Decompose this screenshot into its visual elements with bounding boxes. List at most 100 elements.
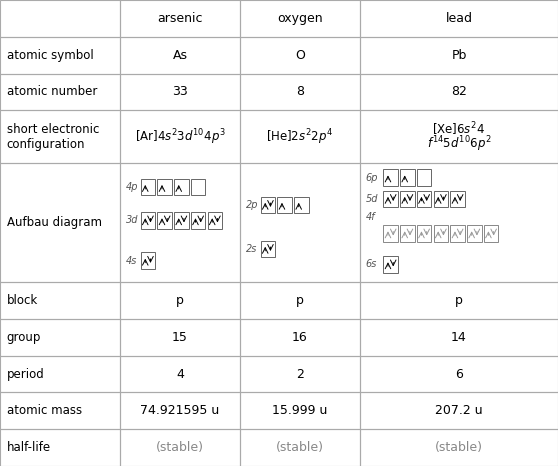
Text: 4p: 4p [126, 182, 138, 192]
Bar [240, 163, 360, 282]
Bar [240, 37, 360, 74]
Bar [157, 178, 172, 195]
Bar [240, 319, 360, 356]
Bar [484, 225, 498, 242]
Text: $\mathrm{[He]2}s^{2}2p^{4}$: $\mathrm{[He]2}s^{2}2p^{4}$ [267, 127, 333, 147]
Bar [360, 356, 558, 392]
Bar [450, 191, 465, 207]
Bar [208, 212, 222, 229]
Bar [120, 110, 240, 163]
Text: 2: 2 [296, 368, 304, 381]
Bar [360, 163, 558, 282]
Bar [360, 0, 558, 37]
Bar [141, 178, 155, 195]
Text: 6p: 6p [365, 172, 378, 183]
Bar [434, 225, 448, 242]
Text: 2p: 2p [246, 200, 258, 210]
Text: 4s: 4s [126, 256, 137, 266]
Bar [0, 0, 120, 37]
Bar [157, 212, 172, 229]
Bar [0, 110, 120, 163]
Bar [0, 392, 120, 429]
Bar [360, 429, 558, 466]
Text: 15.999 u: 15.999 u [272, 404, 328, 418]
Text: 4f: 4f [365, 212, 375, 222]
Text: 16: 16 [292, 331, 308, 344]
Bar [0, 37, 120, 74]
Bar [191, 178, 205, 195]
Bar [0, 74, 120, 110]
Bar [174, 178, 189, 195]
Bar [240, 0, 360, 37]
Text: Aufbau diagram: Aufbau diagram [7, 216, 102, 229]
Bar [240, 74, 360, 110]
Text: 8: 8 [296, 85, 304, 98]
Bar [120, 392, 240, 429]
Text: 4: 4 [176, 368, 184, 381]
Text: p: p [176, 294, 184, 307]
Bar [360, 110, 558, 163]
Text: p: p [296, 294, 304, 307]
Bar [360, 282, 558, 319]
Bar [450, 225, 465, 242]
Text: As: As [172, 48, 187, 62]
Bar [261, 240, 275, 257]
Bar [120, 163, 240, 282]
Bar [141, 212, 155, 229]
Bar [400, 169, 415, 186]
Text: atomic symbol: atomic symbol [7, 48, 93, 62]
Text: atomic number: atomic number [7, 85, 97, 98]
Bar [120, 282, 240, 319]
Bar [417, 191, 431, 207]
Bar [383, 191, 398, 207]
Bar [383, 256, 398, 273]
Text: 5d: 5d [365, 194, 378, 204]
Bar [400, 225, 415, 242]
Bar [0, 319, 120, 356]
Bar [120, 0, 240, 37]
Bar [277, 197, 292, 213]
Text: group: group [7, 331, 41, 344]
Text: 6s: 6s [365, 260, 377, 269]
Text: 14: 14 [451, 331, 467, 344]
Bar [360, 392, 558, 429]
Bar [417, 169, 431, 186]
Text: 6: 6 [455, 368, 463, 381]
Bar [174, 212, 189, 229]
Text: period: period [7, 368, 45, 381]
Bar [400, 191, 415, 207]
Bar [360, 37, 558, 74]
Text: $f^{14}5d^{10}6p^{2}$: $f^{14}5d^{10}6p^{2}$ [427, 134, 491, 154]
Bar [240, 429, 360, 466]
Bar [191, 212, 205, 229]
Text: O: O [295, 48, 305, 62]
Text: p: p [455, 294, 463, 307]
Text: half-life: half-life [7, 441, 51, 454]
Bar [240, 110, 360, 163]
Text: Pb: Pb [451, 48, 466, 62]
Bar [434, 191, 448, 207]
Bar [120, 356, 240, 392]
Bar [120, 74, 240, 110]
Bar [417, 225, 431, 242]
Text: oxygen: oxygen [277, 12, 323, 25]
Text: 3d: 3d [126, 215, 138, 226]
Bar [0, 282, 120, 319]
Bar [120, 37, 240, 74]
Text: 207.2 u: 207.2 u [435, 404, 483, 418]
Bar [360, 74, 558, 110]
Bar [261, 197, 275, 213]
Text: short electronic
configuration: short electronic configuration [7, 123, 99, 151]
Text: arsenic: arsenic [157, 12, 203, 25]
Text: 33: 33 [172, 85, 188, 98]
Bar [0, 429, 120, 466]
Text: 74.921595 u: 74.921595 u [140, 404, 220, 418]
Text: $\mathrm{[Ar]4}s^{2}3d^{10}4p^{3}$: $\mathrm{[Ar]4}s^{2}3d^{10}4p^{3}$ [134, 127, 225, 147]
Bar [120, 319, 240, 356]
Bar [141, 253, 155, 269]
Text: $\mathrm{[Xe]6}s^{2}4$: $\mathrm{[Xe]6}s^{2}4$ [432, 121, 485, 138]
Bar [360, 319, 558, 356]
Text: 15: 15 [172, 331, 188, 344]
Bar [240, 282, 360, 319]
Text: lead: lead [445, 12, 473, 25]
